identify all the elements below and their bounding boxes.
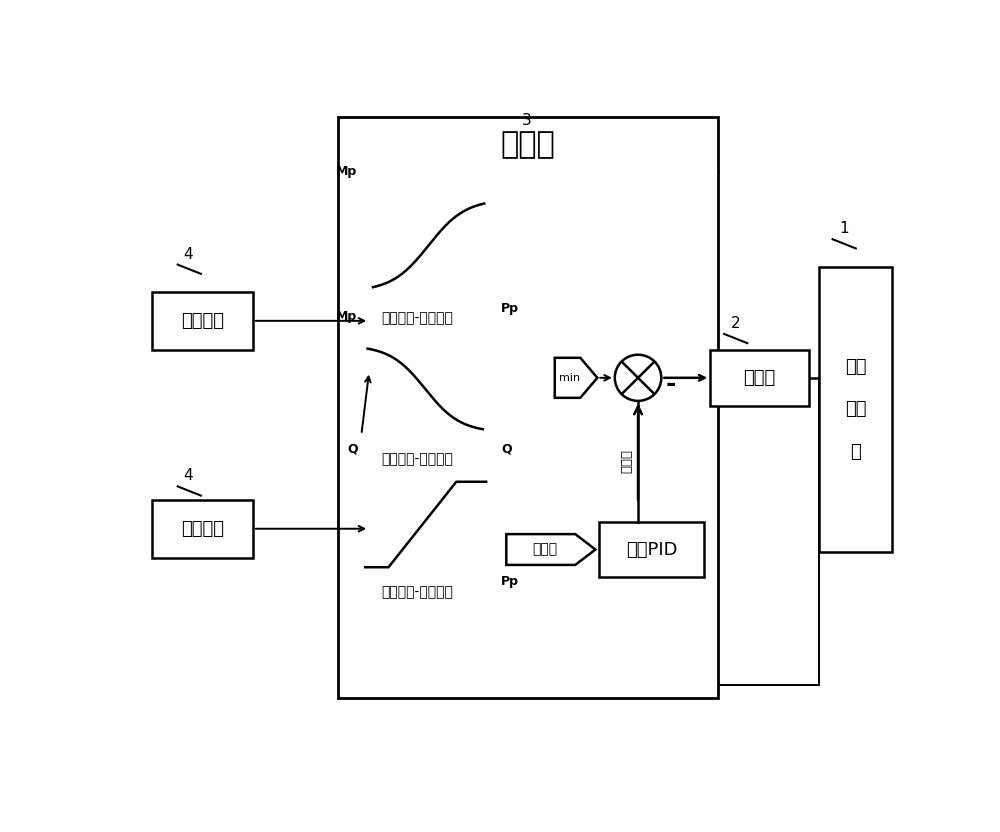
Text: 压力: 压力	[845, 358, 866, 376]
Text: 反馈流量-需求压力: 反馈流量-需求压力	[382, 453, 454, 467]
Text: -: -	[666, 372, 676, 396]
Text: 泵: 泵	[850, 443, 861, 461]
Bar	[152, 500, 253, 557]
Bar	[152, 292, 253, 349]
Text: 4: 4	[184, 468, 193, 483]
Text: 3: 3	[522, 113, 531, 128]
Bar	[599, 522, 704, 577]
Text: Pp: Pp	[501, 301, 519, 314]
Bar	[819, 267, 892, 552]
Bar	[338, 116, 718, 698]
Text: 控制器: 控制器	[501, 130, 555, 159]
Text: 比例阀: 比例阀	[744, 369, 776, 387]
Text: 先导手柄: 先导手柄	[181, 520, 224, 537]
FancyArrow shape	[506, 534, 595, 565]
Text: 先导压力-需求压力: 先导压力-需求压力	[382, 312, 454, 325]
Text: 流量PID: 流量PID	[626, 541, 677, 558]
Text: Mp: Mp	[336, 310, 358, 323]
Text: Q: Q	[501, 443, 512, 455]
Polygon shape	[555, 358, 597, 398]
Text: 控制: 控制	[845, 400, 866, 418]
Text: 负控量: 负控量	[620, 449, 633, 473]
Circle shape	[615, 354, 661, 401]
Text: 目标値: 目标値	[532, 542, 558, 556]
Text: 2: 2	[731, 316, 741, 331]
Bar	[710, 350, 809, 405]
Text: 1: 1	[839, 221, 849, 236]
Text: 先导手柄: 先导手柄	[181, 312, 224, 329]
Text: min: min	[559, 373, 580, 383]
Text: Mp: Mp	[336, 166, 358, 178]
Text: Q: Q	[347, 443, 358, 456]
Text: 4: 4	[184, 246, 193, 261]
Text: 先导压力-需求流量: 先导压力-需求流量	[382, 585, 454, 599]
Text: Pp: Pp	[501, 575, 519, 588]
